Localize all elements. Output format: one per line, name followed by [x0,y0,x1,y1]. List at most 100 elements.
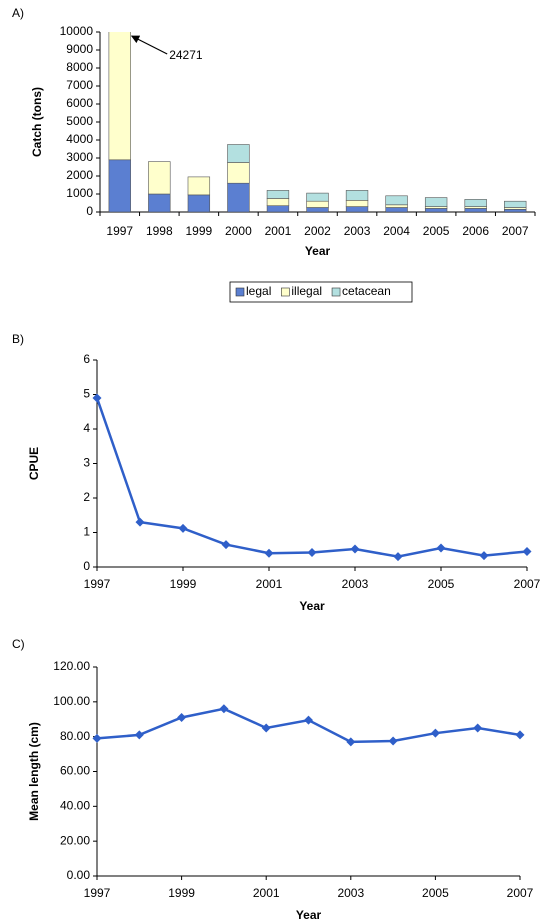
y-tick-label: 2 [83,490,90,504]
bar-segment [227,182,250,212]
y-tick-label: 8000 [66,60,93,74]
y-axis-title: Mean length (cm) [27,722,41,821]
x-tick-label: 2005 [423,224,450,238]
x-tick-label: 1999 [168,886,195,900]
marker [436,543,446,553]
marker [430,728,440,738]
x-tick-label: 1997 [84,886,111,900]
x-tick-label: 2000 [225,224,252,238]
x-tick-label: 2007 [507,886,534,900]
marker [92,393,102,403]
x-tick-label: 2001 [253,886,280,900]
panel-label: A) [12,6,24,20]
x-tick-label: 2007 [502,224,529,238]
marker [473,723,483,733]
y-tick-label: 3000 [66,150,93,164]
x-axis-title: Year [305,244,331,258]
y-tick-label: 10000 [60,24,94,38]
panel: C) 0.00 20.00 40.00 60.00 80.00 100.00 120.00 Me… [12,637,534,922]
marker [388,736,398,746]
marker [515,730,525,740]
x-tick-label: 2006 [462,224,489,238]
bar-segment [345,200,369,207]
x-tick-label: 2001 [265,224,292,238]
bar-segment [266,190,290,199]
bar-segment [227,162,250,184]
bar-segment [108,32,131,161]
legend-label: illegal [291,284,322,298]
x-tick-label: 2003 [344,224,371,238]
y-tick-label: 80.00 [60,729,90,743]
y-tick-label: 6 [83,352,90,366]
marker [264,548,274,558]
bar-segment [424,197,448,207]
panel-label: B) [12,332,24,346]
y-tick-label: 5 [83,387,90,401]
bar-segment [306,192,329,202]
bar-segment [187,176,211,196]
x-tick-label: 1997 [84,577,111,591]
bar-segment [504,209,527,212]
y-tick-label: 1000 [66,186,93,200]
y-tick-label: 4 [83,421,90,435]
y-tick-label: 2000 [66,168,93,182]
bar-segment [306,207,329,212]
annotation: 24271 [169,48,203,62]
bar-segment [345,190,369,201]
y-tick-label: 100.00 [53,694,90,708]
x-tick-label: 2001 [256,577,283,591]
marker [307,548,317,558]
x-tick-label: 2004 [383,224,410,238]
marker [135,517,145,527]
line [96,707,521,744]
bar-segment [187,194,211,212]
annotation-arrow [130,35,168,55]
x-tick-label: 2005 [428,577,455,591]
y-tick-label: 1 [83,525,90,539]
y-tick-label: 5000 [66,114,93,128]
line [95,397,528,558]
x-tick-label: 1999 [186,224,213,238]
x-tick-label: 2003 [337,886,364,900]
bar-segment [464,208,487,212]
bar-segment [504,200,527,208]
legend-swatch [235,287,245,297]
marker [134,730,144,740]
y-tick-label: 120.00 [53,659,90,673]
x-axis-title: Year [299,599,325,613]
x-axis-title: Year [296,908,322,922]
y-tick-label: 6000 [66,96,93,110]
marker [219,704,229,714]
x-tick-label: 2003 [342,577,369,591]
marker [221,540,231,550]
bar-segment [385,195,408,206]
legend-label: cetacean [342,284,391,298]
panel-label: C) [12,637,25,651]
marker [346,737,356,747]
y-tick-label: 3 [83,456,90,470]
y-axis-title: Catch (tons) [30,87,44,157]
marker [261,723,271,733]
y-axis-title: CPUE [27,447,41,480]
marker [177,713,187,723]
bar-segment [385,204,408,208]
bar-segment [227,144,250,163]
x-tick-label: 2002 [304,224,331,238]
y-tick-label: 40.00 [60,799,90,813]
legend-label: legal [246,284,271,298]
bar-segment [424,208,448,212]
bar-segment [266,205,290,212]
bars [108,32,527,212]
bar-segment [148,193,171,212]
y-tick-label: 20.00 [60,833,90,847]
legend: legal illegal cetacean [229,281,413,303]
bar-segment [345,206,369,212]
marker [350,544,360,554]
marker [479,551,489,561]
legend-swatch [331,287,341,297]
x-tick-label: 1997 [106,224,133,238]
y-tick-label: 0.00 [67,868,91,882]
bar-segment [266,198,290,206]
y-tick-label: 9000 [66,42,93,56]
